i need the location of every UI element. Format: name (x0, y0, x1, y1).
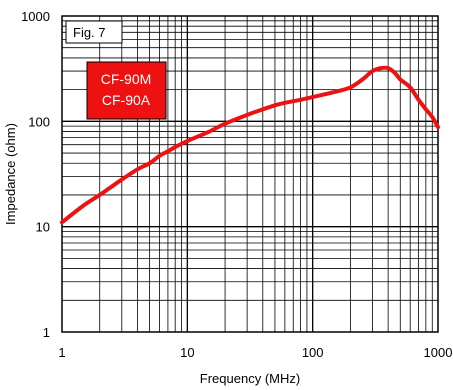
impedance-curve (60, 65, 440, 225)
legend-background (86, 61, 167, 120)
legend-box: CF-90M CF-90A (86, 61, 167, 120)
x-tick-label: 100 (302, 345, 324, 360)
x-axis-title: Frequency (MHz) (200, 371, 300, 386)
y-tick-label: 1000 (21, 9, 50, 24)
y-tick-label: 1 (43, 325, 50, 340)
y-axis-title: Impedance (ohm) (3, 123, 18, 225)
x-tick-label: 1 (58, 345, 65, 360)
y-tick-label: 100 (28, 114, 50, 129)
x-tick-label: 10 (180, 345, 194, 360)
grid-lines (62, 16, 438, 332)
x-tick-label: 1000 (424, 345, 453, 360)
plot-frame (61, 15, 439, 333)
legend-line-2: CF-90A (102, 92, 151, 108)
y-tick-label: 10 (36, 220, 50, 235)
figure-label-box: Fig. 7 (65, 20, 123, 44)
figure-label-frame (65, 20, 123, 44)
legend-line-1: CF-90M (101, 71, 152, 87)
figure-label: Fig. 7 (73, 25, 106, 40)
tick-labels: 1 10 100 1000 1 10 100 1000 (21, 9, 452, 360)
